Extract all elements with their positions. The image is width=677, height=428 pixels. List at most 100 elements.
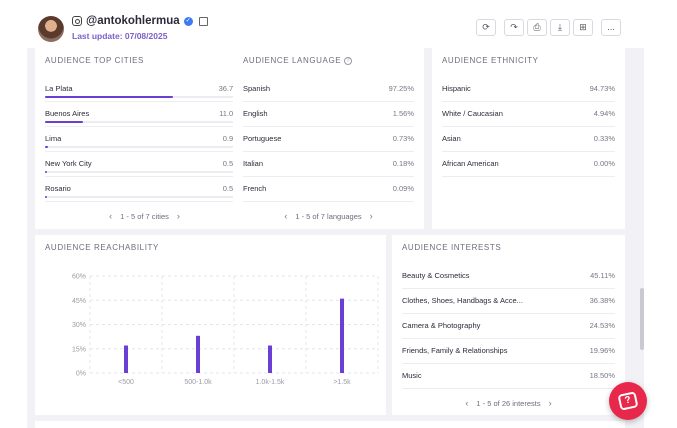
ethnicity-card: AUDIENCE ETHNICITY Hispanic 94.73% White /… <box>432 48 625 229</box>
ethnicity-value: 0.00% <box>593 159 615 168</box>
language-value: 0.18% <box>392 159 414 168</box>
city-row: La Plata 36.78% <box>45 77 244 102</box>
interest-row: Camera & Photography 24.53% <box>402 314 615 339</box>
city-label: Buenos Aires <box>45 109 90 118</box>
info-icon[interactable]: ? <box>344 56 353 65</box>
top-cities-pager-text: 1 - 5 of 7 cities <box>120 211 169 221</box>
reach-bar[interactable] <box>124 345 128 373</box>
interest-label: Beauty & Cosmetics <box>402 271 470 280</box>
y-tick-label: 30% <box>72 322 86 329</box>
interest-label: Clothes, Shoes, Handbags & Acce... <box>402 296 523 305</box>
language-label: English <box>243 109 268 118</box>
city-bar-track <box>45 171 244 173</box>
more-button[interactable]: ... <box>601 19 621 36</box>
city-bar-track <box>45 146 244 148</box>
next-page-icon[interactable]: › <box>176 211 180 221</box>
report-frame: @antokohlermua ✓ Last update: 07/08/2025… <box>27 0 644 428</box>
instagram-icon <box>72 16 82 26</box>
external-link-icon[interactable] <box>198 16 208 26</box>
reach-bar[interactable] <box>196 335 200 373</box>
reachability-chart: 0% 15% 30% 45% 60% <500 500-1.0k 1.0k-1.5k >1.5k <box>72 274 379 386</box>
city-bar-track <box>45 121 244 123</box>
print-icon: ⎙ <box>533 22 541 32</box>
city-bar-fill <box>45 171 47 173</box>
download-icon: ⤓ <box>558 22 562 32</box>
x-tick-label: <500 <box>118 379 134 386</box>
reach-bar[interactable] <box>340 298 344 373</box>
interest-label: Friends, Family & Relationships <box>402 346 508 355</box>
reach-bar[interactable] <box>268 345 272 373</box>
print-button[interactable]: ⎙ <box>527 19 547 36</box>
language-row: Italian 0.18% <box>243 152 414 177</box>
ethnicity-row: African American 0.00% <box>442 152 615 177</box>
share-button[interactable]: ↷ <box>504 19 524 36</box>
language-value: 97.25% <box>388 84 414 93</box>
refresh-button[interactable]: ⟳ <box>476 19 496 36</box>
interest-value: 36.38% <box>589 296 615 305</box>
city-value: 11.05% <box>219 109 244 118</box>
interest-row: Clothes, Shoes, Handbags & Acce... 36.38% <box>402 289 615 314</box>
interests-pager: ‹ 1 - 5 of 26 interests › <box>392 398 625 408</box>
ethnicity-title: AUDIENCE ETHNICITY <box>442 56 539 65</box>
ethnicity-row: White / Caucasian 4.94% <box>442 102 615 127</box>
profile-header: @antokohlermua ✓ Last update: 07/08/2025… <box>27 0 644 48</box>
city-label: Rosario <box>45 184 71 193</box>
avatar <box>38 16 64 42</box>
city-bar-fill <box>45 196 47 198</box>
interest-row: Friends, Family & Relationships 19.96% <box>402 339 615 364</box>
language-value: 0.09% <box>392 184 414 193</box>
x-tick-label: 500-1.0k <box>184 379 212 386</box>
next-page-icon[interactable]: › <box>548 398 552 408</box>
add-to-list-button[interactable]: ⊞ <box>573 19 593 36</box>
toolbar: ⟳ ↷ ⎙ ⤓ ⊞ ... <box>476 19 621 36</box>
interest-row: Beauty & Cosmetics 45.11% <box>402 264 615 289</box>
city-label: La Plata <box>45 84 73 93</box>
scrollbar-thumb[interactable] <box>640 288 644 350</box>
handle-row: @antokohlermua ✓ <box>72 15 208 27</box>
refresh-icon: ⟳ <box>482 22 490 32</box>
reachability-title: AUDIENCE REACHABILITY <box>45 243 159 252</box>
language-label: Italian <box>243 159 264 168</box>
x-tick-label: >1.5k <box>333 379 351 386</box>
last-update-text: Last update: 07/08/2025 <box>72 31 168 41</box>
interest-value: 45.11% <box>590 271 615 280</box>
x-tick-label: 1.0k-1.5k <box>256 379 285 386</box>
interest-value: 19.96% <box>589 346 615 355</box>
language-value: 1.56% <box>392 109 414 118</box>
language-label: Spanish <box>243 84 271 93</box>
interest-value: 24.53% <box>589 321 615 330</box>
ethnicity-label: African American <box>442 159 499 168</box>
city-label: New York City <box>45 159 92 168</box>
ethnicity-value: 4.94% <box>593 109 615 118</box>
interest-label: Camera & Photography <box>402 321 481 330</box>
reachability-card: AUDIENCE REACHABILITY 0% 15% 30% 45% 60% <500… <box>35 235 386 415</box>
prev-page-icon[interactable]: ‹ <box>465 398 469 408</box>
profile-handle[interactable]: @antokohlermua <box>86 15 180 27</box>
language-card: AUDIENCE LANGUAGE ? Spanish 97.25% English… <box>233 48 424 229</box>
language-pager-text: 1 - 5 of 7 languages <box>295 211 362 221</box>
ethnicity-row: Asian 0.33% <box>442 127 615 152</box>
interest-row: Music 18.50% <box>402 364 615 389</box>
language-value: 0.73% <box>392 134 414 143</box>
language-title: AUDIENCE LANGUAGE <box>243 56 342 65</box>
ethnicity-row: Hispanic 94.73% <box>442 77 615 102</box>
top-cities-card: AUDIENCE TOP CITIES La Plata 36.78% Buenos… <box>35 48 254 229</box>
prev-page-icon[interactable]: ‹ <box>109 211 113 221</box>
language-row: English 1.56% <box>243 102 414 127</box>
download-button[interactable]: ⤓ <box>550 19 570 36</box>
city-row: Rosario0.52% <box>45 177 244 202</box>
ethnicity-value: 0.33% <box>593 134 615 143</box>
interest-value: 18.50% <box>589 371 615 380</box>
ethnicity-label: White / Caucasian <box>442 109 503 118</box>
help-chat-button[interactable]: ? <box>609 382 647 420</box>
city-row: Buenos Aires 11.05% <box>45 102 244 127</box>
share-icon: ↷ <box>510 22 518 32</box>
language-pager: ‹ 1 - 5 of 7 languages › <box>233 211 424 221</box>
ethnicity-label: Asian <box>442 134 461 143</box>
y-tick-label: 45% <box>72 298 86 305</box>
interest-label: Music <box>402 371 422 380</box>
verified-icon: ✓ <box>183 16 193 26</box>
city-value: 36.78% <box>218 84 244 93</box>
prev-page-icon[interactable]: ‹ <box>284 211 288 221</box>
next-page-icon[interactable]: › <box>369 211 373 221</box>
